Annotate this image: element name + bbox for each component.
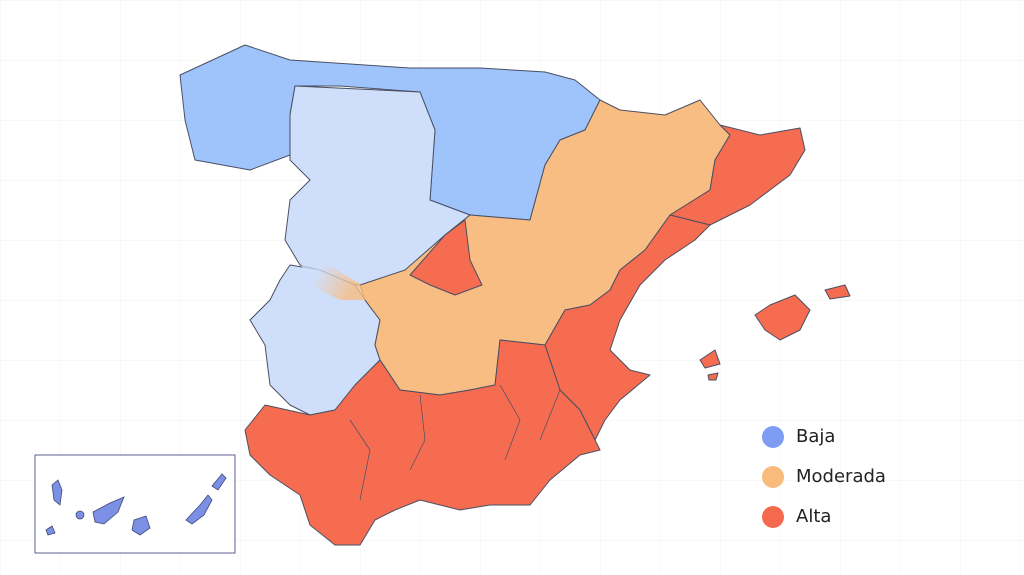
legend-label: Alta (796, 506, 831, 527)
region-menorca (824, 284, 851, 300)
island (45, 525, 56, 536)
island (51, 479, 63, 506)
island (131, 515, 151, 536)
legend: Baja Moderada Alta (762, 426, 886, 528)
region-ibiza (699, 349, 721, 369)
legend-swatch (762, 506, 784, 528)
region-south (244, 339, 601, 546)
legend-label: Baja (796, 426, 835, 447)
mainland (179, 44, 851, 546)
region-madrid (409, 219, 483, 296)
canary-inset (34, 454, 236, 554)
island (185, 494, 213, 525)
region-formentera (707, 372, 719, 381)
legend-swatch (762, 426, 784, 448)
region-blend (300, 262, 368, 300)
island (75, 510, 85, 520)
island (92, 496, 125, 525)
legend-swatch (762, 466, 784, 488)
island (211, 473, 227, 491)
legend-label: Moderada (796, 466, 886, 487)
province-borders (349, 384, 561, 501)
region-valencia (544, 214, 711, 441)
region-cataluna (669, 124, 806, 226)
region-mallorca (754, 294, 811, 341)
